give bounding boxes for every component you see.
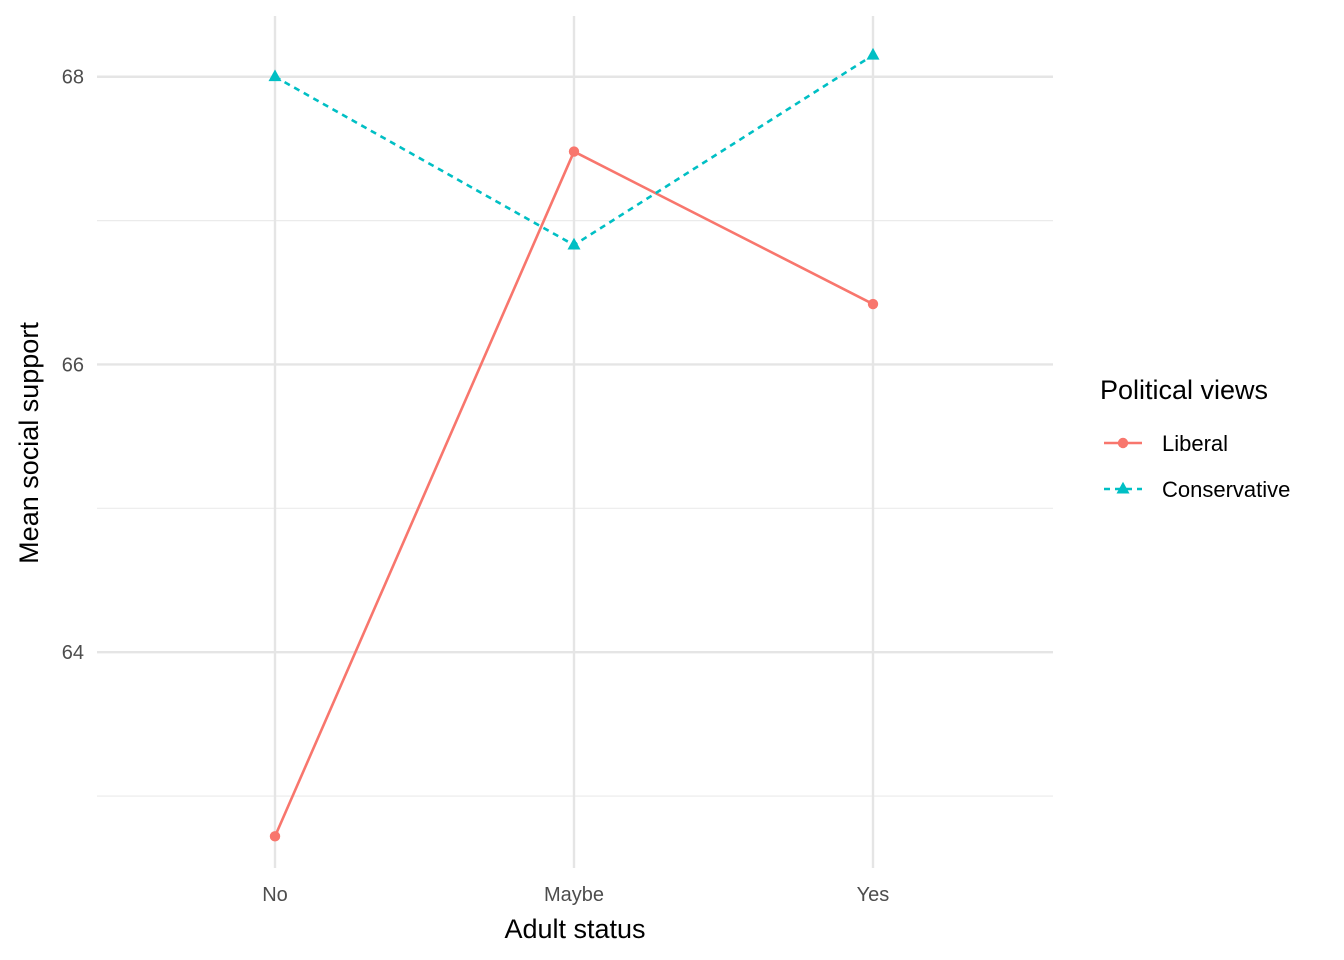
data-point-conservative	[268, 69, 282, 82]
y-axis-tick-labels: 64 66 68	[62, 67, 84, 664]
legend-key-marker-conservative	[1116, 481, 1130, 494]
legend-items: Liberal Conservative	[1104, 431, 1290, 502]
data-point-conservative	[866, 47, 880, 60]
x-tick-label: Yes	[857, 884, 890, 906]
legend-key-marker-liberal	[1117, 437, 1129, 449]
legend-title: Political views	[1100, 375, 1268, 405]
data-point-conservative	[567, 237, 581, 250]
x-tick-label: No	[262, 884, 288, 906]
legend-label-conservative: Conservative	[1162, 477, 1290, 502]
data-point-liberal	[568, 146, 580, 157]
data-point-liberal	[269, 831, 281, 842]
data-point-liberal	[867, 298, 879, 310]
x-axis-title: Adult status	[504, 914, 645, 944]
legend-label-liberal: Liberal	[1162, 431, 1228, 456]
y-axis-title: Mean social support	[14, 322, 44, 564]
y-tick-label: 64	[62, 642, 84, 664]
y-tick-label: 66	[62, 354, 84, 376]
x-tick-label: Maybe	[544, 884, 604, 906]
legend: Political views Liberal Conservative	[1100, 375, 1290, 502]
grid-major	[97, 16, 1053, 868]
y-tick-label: 68	[62, 67, 84, 89]
x-axis-tick-labels: No Maybe Yes	[262, 884, 889, 906]
series-layer	[268, 47, 880, 842]
